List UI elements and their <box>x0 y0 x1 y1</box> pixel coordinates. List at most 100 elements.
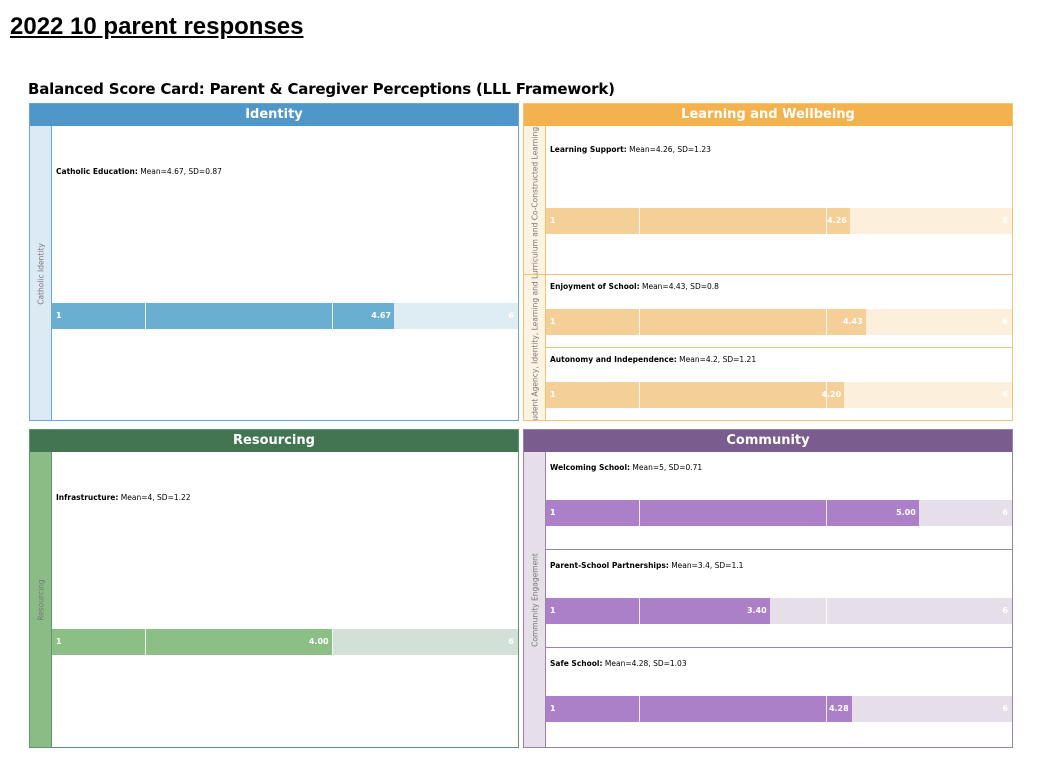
bar-tick <box>825 382 827 408</box>
quadrant-learning-and-wellbeing: Learning and Wellbeing Curriculum and Co-… <box>523 103 1013 421</box>
bar-min-label: 1 <box>550 704 556 713</box>
bar-min-label: 1 <box>550 508 556 517</box>
bar-fill <box>52 303 395 329</box>
category-sidebar: Catholic Identity <box>30 126 52 420</box>
quadrant-community: Community Community Engagement Welcoming S… <box>523 429 1013 748</box>
category-label-text: Resourcing <box>36 579 46 621</box>
metric-row: Infrastructure: Mean=4, SD=1.22 1 4.00 6 <box>52 452 518 748</box>
bar-track: 1 3.40 6 <box>546 598 1012 624</box>
metric-stats: Mean=4.2, SD=1.21 <box>676 355 757 364</box>
metric-label: Learning Support: Mean=4.26, SD=1.23 <box>550 145 711 154</box>
bar-max-label: 6 <box>1002 216 1008 225</box>
bar-min-label: 1 <box>56 637 62 646</box>
quadrant-header: Identity <box>30 104 518 126</box>
quadrant-body: Welcoming School: Mean=5, SD=0.71 1 5.00 6 P… <box>546 452 1012 747</box>
bar-tick <box>825 500 827 526</box>
bar-value-label: 4.67 <box>371 311 392 320</box>
bar-max-label: 6 <box>1002 606 1008 615</box>
bar-tick <box>639 696 641 722</box>
metric-label: Parent-School Partnerships: Mean=3.4, SD… <box>550 561 743 570</box>
metric-label: Catholic Education: Mean=4.67, SD=0.87 <box>56 167 222 176</box>
bar-tick <box>639 309 641 335</box>
bar-track: 1 4.43 6 <box>546 309 1012 335</box>
bar-min-label: 1 <box>550 317 556 326</box>
bar-tick <box>825 598 827 624</box>
category-sidebar: Community Engagement <box>524 452 546 747</box>
metric-name: Autonomy and Independence: <box>550 355 677 364</box>
quadrant-body: Catholic Education: Mean=4.67, SD=0.87 1 4… <box>52 126 518 420</box>
bar-value-label: 5.00 <box>896 508 916 517</box>
bar-tick <box>331 629 333 655</box>
metric-name: Parent-School Partnerships: <box>550 561 669 570</box>
bar-value-label: 4.43 <box>842 317 863 326</box>
quadrant-body: Infrastructure: Mean=4, SD=1.22 1 4.00 6 <box>52 452 518 747</box>
metric-name: Enjoyment of School: <box>550 282 640 291</box>
bar-max-label: 6 <box>508 637 514 646</box>
page-title: 2022 10 parent responses <box>10 13 304 40</box>
metric-name: Welcoming School: <box>550 463 631 472</box>
bar-track: 1 4.00 6 <box>52 629 518 655</box>
bar-max-label: 6 <box>508 311 514 320</box>
bar-max-label: 6 <box>1002 317 1008 326</box>
bar-tick <box>639 208 641 234</box>
bar-fill <box>546 208 850 234</box>
category-label-text: Curriculum and Co-Constructed Learning..… <box>530 126 540 274</box>
bar-tick <box>639 500 641 526</box>
quadrant-body: Learning Support: Mean=4.26, SD=1.23 1 4.2… <box>546 126 1012 420</box>
metric-stats: Mean=4.43, SD=0.8 <box>639 282 719 291</box>
bar-track: 1 4.20 6 <box>546 382 1012 408</box>
category-label: Community Engagement <box>524 452 546 748</box>
category-sidebar: Resourcing <box>30 452 52 747</box>
bar-value-label: 3.40 <box>746 606 767 615</box>
quadrant-identity: Identity Catholic Identity Catholic Educat… <box>29 103 519 421</box>
bar-fill <box>52 629 332 655</box>
metric-name: Learning Support: <box>550 145 627 154</box>
category-label: Catholic Identity <box>30 126 52 421</box>
bar-tick <box>331 303 333 329</box>
bar-tick <box>639 598 641 624</box>
bar-fill <box>546 696 852 722</box>
bar-tick <box>825 309 827 335</box>
metric-row: Learning Support: Mean=4.26, SD=1.23 1 4.2… <box>546 126 1012 274</box>
bar-value-label: 4.00 <box>308 637 329 646</box>
bar-fill <box>546 500 919 526</box>
metric-row: Safe School: Mean=4.28, SD=1.03 1 4.28 6 <box>546 647 1012 748</box>
bar-tick <box>825 696 827 722</box>
bar-min-label: 1 <box>550 216 556 225</box>
bar-tick <box>639 382 641 408</box>
bar-tick <box>145 629 147 655</box>
metric-row: Enjoyment of School: Mean=4.43, SD=0.8 1 4… <box>546 274 1012 347</box>
bar-tick <box>145 303 147 329</box>
bar-min-label: 1 <box>56 311 62 320</box>
metric-label: Safe School: Mean=4.28, SD=1.03 <box>550 659 687 668</box>
bar-value-label: 4.28 <box>828 704 849 713</box>
category-label: Student Agency, Identity, Learning and L… <box>524 274 546 421</box>
metric-label: Enjoyment of School: Mean=4.43, SD=0.8 <box>550 282 719 291</box>
metric-row: Catholic Education: Mean=4.67, SD=0.87 1 4… <box>52 126 518 421</box>
bar-max-label: 6 <box>1002 508 1008 517</box>
bar-min-label: 1 <box>550 606 556 615</box>
metric-stats: Mean=4.28, SD=1.03 <box>602 659 687 668</box>
bar-max-label: 6 <box>1002 704 1008 713</box>
metric-stats: Mean=4.26, SD=1.23 <box>626 145 711 154</box>
metric-row: Autonomy and Independence: Mean=4.2, SD=… <box>546 347 1012 421</box>
category-label-text: Community Engagement <box>530 553 540 647</box>
bar-track: 1 4.28 6 <box>546 696 1012 722</box>
scorecard-title: Balanced Score Card: Parent & Caregiver … <box>28 80 615 98</box>
category-label: Resourcing <box>30 452 52 748</box>
bar-max-label: 6 <box>1002 390 1008 399</box>
bar-min-label: 1 <box>550 390 556 399</box>
metric-row: Welcoming School: Mean=5, SD=0.71 1 5.00 6 <box>546 452 1012 549</box>
bar-track: 1 5.00 6 <box>546 500 1012 526</box>
bar-track: 1 4.67 6 <box>52 303 518 329</box>
metric-name: Infrastructure: <box>56 493 119 502</box>
metric-stats: Mean=4.67, SD=0.87 <box>137 167 222 176</box>
metric-stats: Mean=5, SD=0.71 <box>630 463 703 472</box>
quadrant-header: Resourcing <box>30 430 518 452</box>
category-sidebar: Curriculum and Co-Constructed Learning..… <box>524 126 546 421</box>
category-label: Curriculum and Co-Constructed Learning..… <box>524 126 546 274</box>
metric-name: Catholic Education: <box>56 167 138 176</box>
bar-value-label: 4.26 <box>827 216 847 225</box>
bar-fill <box>546 309 866 335</box>
metric-stats: Mean=3.4, SD=1.1 <box>668 561 744 570</box>
